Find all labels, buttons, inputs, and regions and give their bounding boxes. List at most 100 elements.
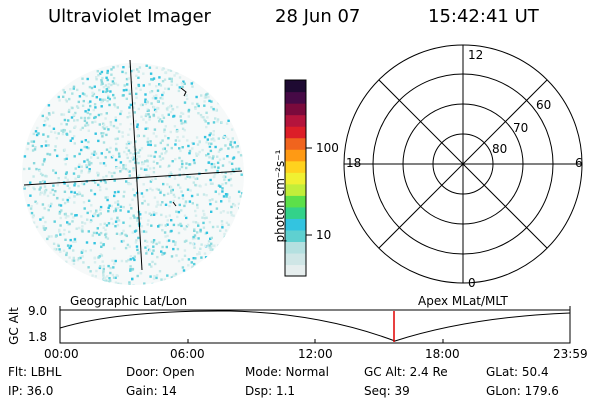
image-pixel bbox=[42, 133, 45, 136]
image-pixel bbox=[47, 208, 50, 212]
image-pixel bbox=[149, 249, 152, 252]
image-pixel bbox=[122, 229, 125, 232]
image-pixel bbox=[208, 145, 212, 148]
image-pixel bbox=[183, 249, 187, 252]
image-pixel bbox=[86, 218, 89, 221]
image-pixel bbox=[107, 128, 110, 131]
image-pixel bbox=[208, 133, 211, 137]
image-pixel bbox=[142, 230, 146, 233]
image-pixel bbox=[118, 166, 121, 169]
image-pixel bbox=[128, 106, 131, 109]
image-pixel bbox=[95, 78, 98, 81]
image-pixel bbox=[160, 250, 163, 253]
image-pixel bbox=[159, 189, 163, 192]
image-pixel bbox=[126, 169, 130, 172]
image-pixel bbox=[213, 139, 216, 142]
image-pixel bbox=[192, 235, 195, 239]
image-pixel bbox=[201, 216, 204, 219]
image-pixel bbox=[74, 111, 77, 115]
image-pixel bbox=[102, 272, 105, 275]
image-pixel bbox=[110, 172, 113, 175]
image-pixel bbox=[155, 110, 158, 113]
image-pixel bbox=[69, 130, 72, 133]
mlt-label-18: 18 bbox=[346, 156, 362, 170]
image-pixel bbox=[181, 194, 185, 197]
image-pixel bbox=[173, 125, 177, 128]
timeline-x-tick-2359: 23:59 bbox=[553, 347, 588, 361]
image-pixel bbox=[43, 193, 46, 196]
image-pixel bbox=[152, 132, 155, 135]
image-pixel bbox=[59, 250, 62, 253]
image-pixel bbox=[140, 147, 144, 150]
image-pixel bbox=[198, 251, 201, 254]
image-pixel bbox=[93, 192, 97, 196]
image-pixel bbox=[172, 240, 175, 243]
image-pixel bbox=[90, 156, 93, 159]
image-pixel bbox=[212, 107, 215, 111]
image-pixel bbox=[231, 168, 235, 171]
timeline-y-tick-min: 1.8 bbox=[28, 330, 48, 344]
image-pixel bbox=[188, 176, 192, 179]
image-pixel bbox=[168, 164, 171, 167]
image-pixel bbox=[216, 169, 219, 173]
image-pixel bbox=[193, 161, 196, 165]
image-pixel bbox=[46, 135, 50, 138]
image-pixel bbox=[178, 203, 181, 207]
image-pixel bbox=[165, 107, 169, 110]
image-pixel bbox=[85, 146, 89, 149]
color-bar-swatch bbox=[285, 183, 306, 196]
image-pixel bbox=[166, 192, 170, 195]
image-pixel bbox=[122, 195, 125, 198]
image-pixel bbox=[155, 94, 158, 97]
image-pixel bbox=[57, 180, 60, 184]
image-pixel bbox=[53, 220, 56, 223]
image-pixel bbox=[57, 132, 60, 135]
image-pixel bbox=[208, 156, 211, 159]
image-pixel bbox=[64, 238, 67, 241]
image-pixel bbox=[199, 113, 203, 117]
image-pixel bbox=[161, 97, 164, 100]
image-pixel bbox=[52, 242, 56, 245]
image-pixel bbox=[88, 168, 91, 171]
image-pixel bbox=[116, 224, 120, 227]
image-pixel bbox=[208, 143, 211, 146]
image-pixel bbox=[140, 115, 143, 118]
image-pixel bbox=[171, 188, 174, 192]
image-pixel bbox=[181, 112, 185, 115]
image-pixel bbox=[29, 194, 32, 197]
image-pixel bbox=[104, 236, 108, 239]
image-pixel bbox=[135, 92, 138, 96]
image-pixel bbox=[180, 159, 184, 163]
image-pixel bbox=[227, 147, 230, 150]
image-pixel bbox=[119, 170, 122, 173]
mlt-label-0: 0 bbox=[468, 276, 476, 290]
image-pixel bbox=[218, 158, 222, 161]
image-pixel bbox=[194, 107, 197, 110]
image-pixel bbox=[188, 200, 192, 203]
image-pixel bbox=[73, 191, 76, 194]
image-pixel bbox=[208, 99, 211, 103]
image-pixel bbox=[82, 182, 86, 186]
image-pixel bbox=[144, 114, 148, 118]
image-pixel bbox=[178, 76, 182, 79]
image-pixel bbox=[185, 216, 188, 220]
image-pixel bbox=[167, 113, 170, 116]
image-pixel bbox=[220, 200, 223, 203]
colorbar-tick-10: 10 bbox=[316, 228, 332, 242]
image-pixel bbox=[168, 77, 171, 80]
image-pixel bbox=[96, 214, 100, 217]
image-pixel bbox=[122, 94, 125, 97]
image-pixel bbox=[128, 203, 132, 207]
image-pixel bbox=[182, 80, 185, 83]
image-pixel bbox=[111, 154, 115, 158]
image-pixel bbox=[88, 163, 91, 166]
image-pixel bbox=[221, 190, 224, 193]
image-pixel bbox=[27, 184, 30, 188]
image-pixel bbox=[45, 116, 48, 120]
image-pixel bbox=[93, 256, 97, 259]
image-pixel bbox=[166, 108, 169, 112]
image-pixel bbox=[73, 119, 76, 122]
image-pixel bbox=[129, 217, 132, 220]
image-pixel bbox=[209, 178, 212, 182]
image-pixel bbox=[232, 214, 235, 217]
